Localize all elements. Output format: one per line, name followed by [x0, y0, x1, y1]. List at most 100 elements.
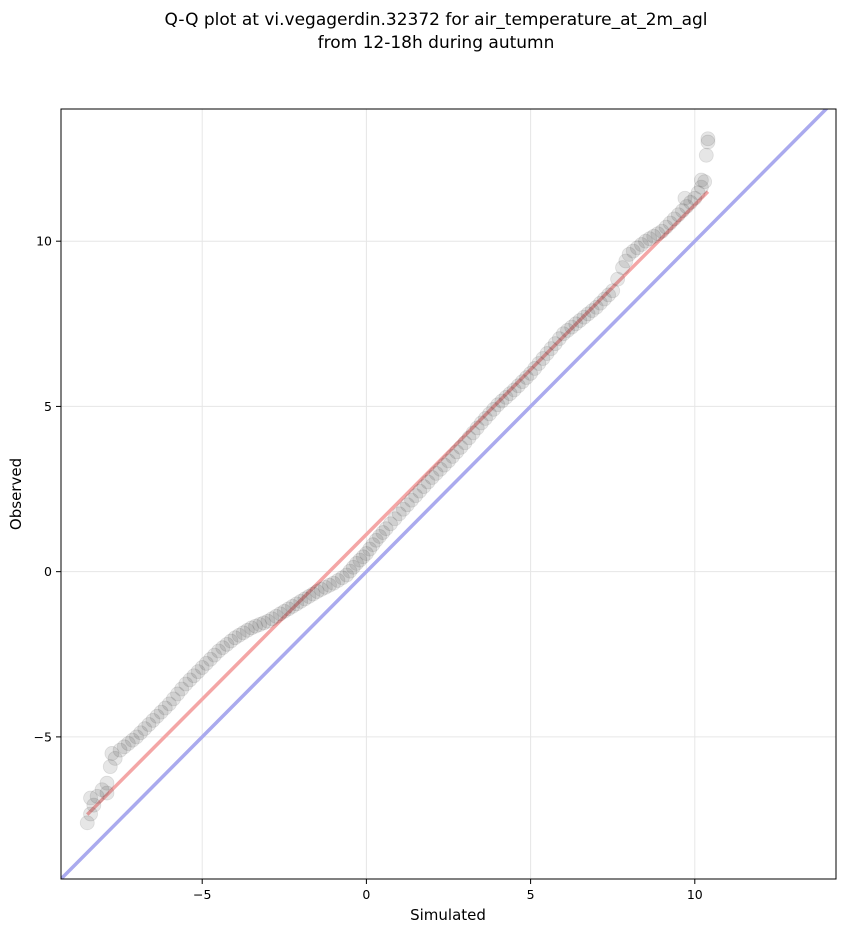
- quantile-point: [362, 541, 378, 557]
- quantile-point: [693, 179, 709, 195]
- quantile-point: [161, 696, 177, 712]
- quantile-point: [102, 759, 118, 775]
- quantile-point: [94, 782, 110, 798]
- quantile-point: [527, 361, 543, 376]
- x-tick-label: 5: [527, 887, 535, 902]
- quantile-point: [666, 211, 682, 227]
- quantile-point: [531, 356, 547, 371]
- quantile-point: [313, 582, 329, 597]
- quantile-point: [408, 488, 424, 504]
- quantile-point: [194, 660, 210, 675]
- quantile-point: [190, 664, 206, 680]
- quantile-point: [465, 425, 481, 441]
- quantile-point: [79, 815, 95, 831]
- quantile-point: [285, 598, 300, 614]
- quantile-point: [605, 283, 621, 299]
- quantile-point: [597, 291, 612, 307]
- quantile-point: [231, 627, 247, 643]
- quantile-point: [564, 319, 580, 335]
- quantile-point: [129, 729, 144, 745]
- quantile-point: [400, 497, 415, 513]
- quantile-point: [592, 295, 608, 311]
- quantile-point: [482, 406, 497, 422]
- quantile-point: [99, 785, 115, 801]
- quantile-point: [141, 717, 157, 732]
- quantile-point: [670, 207, 686, 223]
- identity-reference-line: [61, 109, 829, 879]
- quantile-point: [89, 788, 105, 804]
- quantile-point: [679, 199, 694, 214]
- quantile-point: [322, 577, 337, 593]
- quantile-point: [309, 584, 325, 599]
- quantile-point: [650, 226, 666, 242]
- quantile-point: [404, 492, 419, 508]
- quantile-point: [625, 243, 641, 259]
- plot-frame: [60, 108, 837, 880]
- quantile-point: [453, 439, 469, 455]
- quantile-point: [293, 594, 309, 609]
- quantile-point: [646, 228, 662, 244]
- quantile-point: [700, 131, 716, 147]
- quantile-point: [618, 253, 634, 269]
- quantile-point: [378, 521, 394, 537]
- quantile-point: [352, 552, 368, 568]
- quantile-point: [502, 386, 518, 402]
- quantile-point: [687, 190, 703, 206]
- quantile-point: [339, 567, 355, 583]
- quantile-point: [420, 474, 436, 490]
- quantile-point: [658, 219, 674, 235]
- quantile-point: [461, 430, 477, 446]
- quantile-point: [506, 382, 522, 398]
- quantile-point: [486, 401, 502, 417]
- quantile-point: [514, 374, 530, 390]
- quantile-point: [145, 712, 161, 728]
- quantile-point: [383, 516, 398, 532]
- quantile-point: [272, 606, 288, 622]
- quantile-point: [416, 479, 432, 494]
- quantile-point: [153, 704, 169, 720]
- quantile-point: [355, 549, 371, 565]
- quantile-point: [107, 750, 123, 766]
- quantile-point: [576, 309, 592, 325]
- quantile-point: [235, 625, 251, 641]
- quantile-point: [326, 575, 341, 591]
- quantile-point: [215, 640, 231, 656]
- quantile-point: [588, 299, 604, 315]
- quantile-point: [104, 746, 120, 761]
- quantile-point: [276, 603, 292, 619]
- quantile-point: [289, 596, 305, 612]
- quantile-point: [133, 725, 149, 741]
- chart-title-line-2: from 12-18h during autumn: [318, 33, 555, 53]
- quantile-point: [634, 237, 649, 252]
- quantile-point: [219, 636, 235, 652]
- quantile-point: [610, 271, 626, 287]
- quantile-point: [248, 618, 263, 634]
- quantile-point: [510, 378, 526, 394]
- quantile-point: [551, 331, 567, 347]
- quantile-point: [137, 721, 153, 737]
- quantile-point: [436, 457, 452, 473]
- quantile-point: [372, 529, 387, 544]
- quantile-point: [116, 739, 132, 755]
- quantile-point: [252, 617, 268, 632]
- quantile-point: [698, 147, 714, 163]
- quantile-point: [260, 613, 276, 629]
- quantile-point: [494, 393, 510, 409]
- quantile-point: [301, 589, 317, 604]
- quantile-point: [281, 601, 296, 617]
- quantile-point: [186, 668, 202, 684]
- quantile-point: [125, 732, 140, 748]
- quantile-point: [432, 461, 448, 477]
- quantile-point: [428, 465, 444, 481]
- quantile-point: [203, 651, 218, 667]
- quantile-point: [445, 449, 461, 464]
- quantile-point: [675, 203, 690, 219]
- quantile-point: [572, 313, 588, 328]
- quantile-point: [317, 579, 333, 595]
- quantile-point: [642, 231, 658, 247]
- quantile-point: [342, 563, 358, 579]
- quantile-point: [615, 260, 630, 276]
- quantile-point: [519, 370, 534, 385]
- quantile-point: [211, 643, 227, 659]
